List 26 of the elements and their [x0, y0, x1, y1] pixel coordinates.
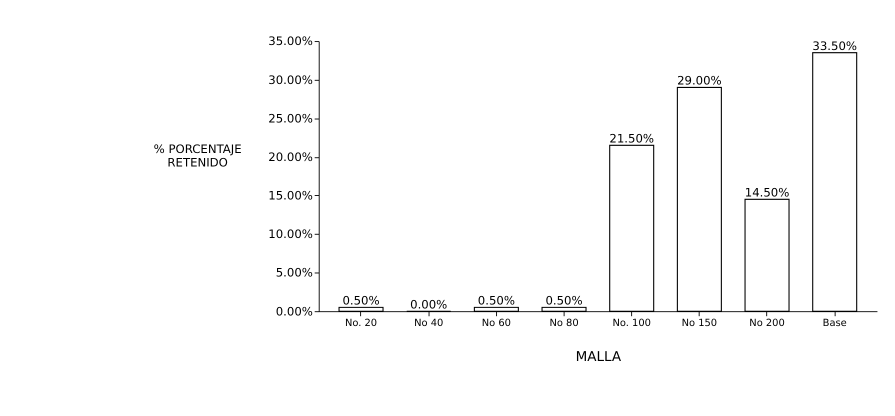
x-tick-label: Base	[822, 318, 847, 330]
y-tick-label: 25.00%	[268, 111, 313, 126]
data-label: 0.50%	[545, 294, 583, 308]
y-tick-label: 15.00%	[268, 188, 313, 203]
y-tick-label: 5.00%	[276, 266, 313, 280]
x-tick-label: No 80	[549, 318, 579, 330]
data-label: 29.00%	[677, 74, 722, 88]
data-label: 0.50%	[342, 294, 380, 308]
x-tick-label: No 150	[682, 318, 718, 330]
y-tick-label: 30.00%	[268, 72, 313, 87]
y-tick-label: 35.00%	[268, 34, 313, 48]
y-axis-title: % PORCENTAJE RETENIDO	[154, 142, 242, 170]
x-tick-label: No 40	[414, 318, 444, 330]
data-label: 0.00%	[410, 298, 448, 312]
y-tick-label: 10.00%	[268, 227, 313, 242]
x-tick-label: No. 100	[612, 318, 651, 330]
y-tick-label: 0.00%	[276, 304, 313, 318]
x-tick-label: No. 20	[344, 318, 378, 330]
data-label: 0.50%	[478, 294, 515, 308]
data-label: 21.50%	[609, 132, 654, 146]
data-label: 33.50%	[812, 39, 857, 54]
x-tick-label: No 200	[749, 318, 785, 330]
data-label: 14.50%	[744, 186, 790, 200]
x-axis-title: MALLA	[576, 349, 622, 366]
x-tick-label: No 60	[482, 318, 511, 330]
y-tick-label: 20.00%	[268, 150, 313, 164]
